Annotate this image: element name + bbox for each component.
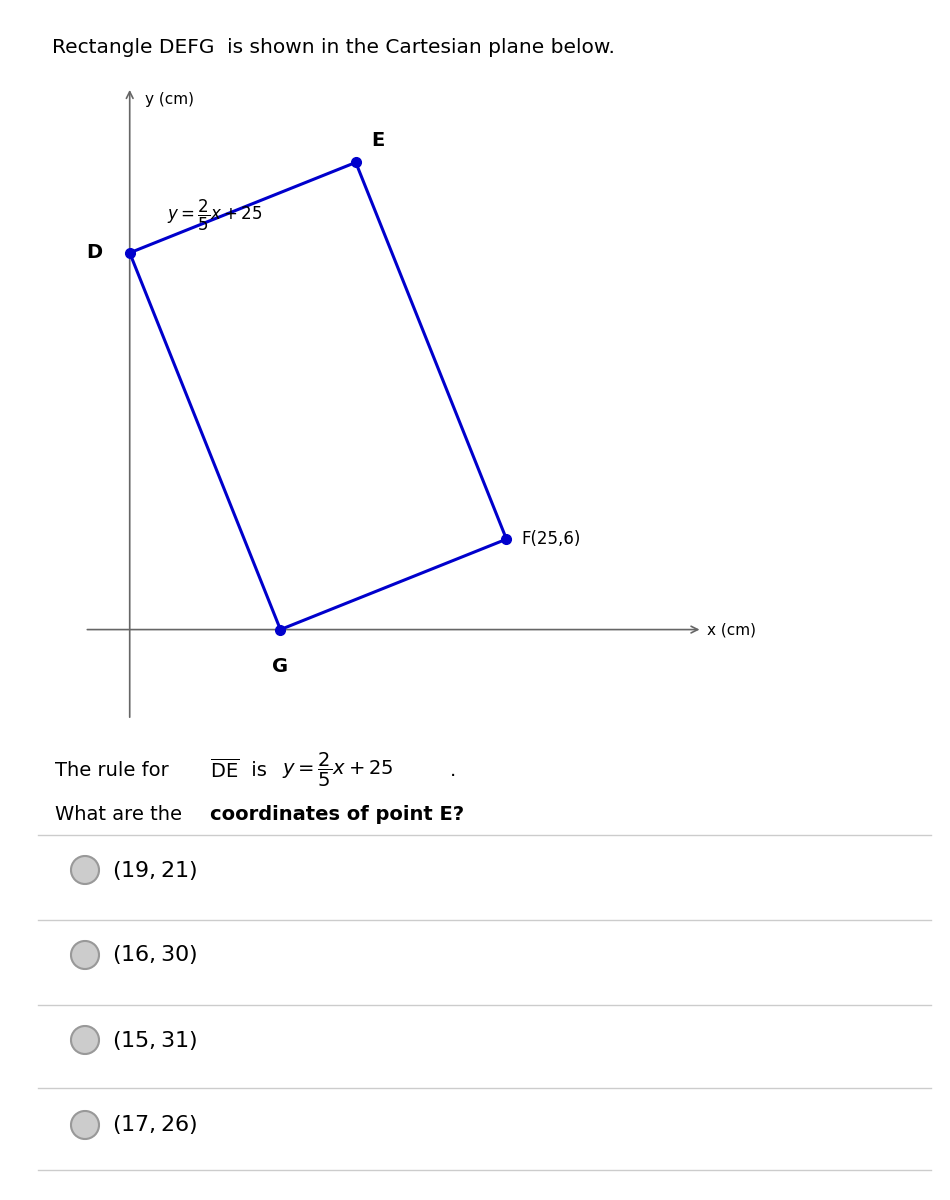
Text: $y=\dfrac{2}{5}x+25$: $y=\dfrac{2}{5}x+25$ [282, 751, 393, 790]
Text: x (cm): x (cm) [707, 622, 756, 637]
Text: Rectangle DEFG  is shown in the Cartesian plane below.: Rectangle DEFG is shown in the Cartesian… [52, 38, 616, 58]
Text: .: . [450, 761, 456, 780]
Text: $\left(16,30\right)$: $\left(16,30\right)$ [112, 943, 198, 966]
Text: $\left(15,31\right)$: $\left(15,31\right)$ [112, 1028, 198, 1051]
Text: $y=\dfrac{2}{5}x+25$: $y=\dfrac{2}{5}x+25$ [167, 198, 262, 233]
Text: y (cm): y (cm) [144, 91, 194, 107]
Text: coordinates of point E?: coordinates of point E? [210, 805, 465, 824]
Text: E: E [370, 131, 384, 150]
Text: What are the: What are the [55, 805, 188, 824]
Circle shape [71, 1111, 99, 1139]
Text: D: D [86, 244, 103, 263]
Circle shape [71, 941, 99, 970]
Text: G: G [273, 656, 289, 676]
Circle shape [71, 856, 99, 884]
Text: $\overline{\mathrm{DE}}$: $\overline{\mathrm{DE}}$ [210, 758, 239, 782]
Text: $\left(19,21\right)$: $\left(19,21\right)$ [112, 858, 198, 882]
Text: $\left(17,26\right)$: $\left(17,26\right)$ [112, 1114, 198, 1136]
Circle shape [71, 1026, 99, 1054]
Text: F(25,6): F(25,6) [522, 530, 580, 548]
Text: is: is [245, 761, 274, 780]
Text: The rule for: The rule for [55, 761, 175, 780]
